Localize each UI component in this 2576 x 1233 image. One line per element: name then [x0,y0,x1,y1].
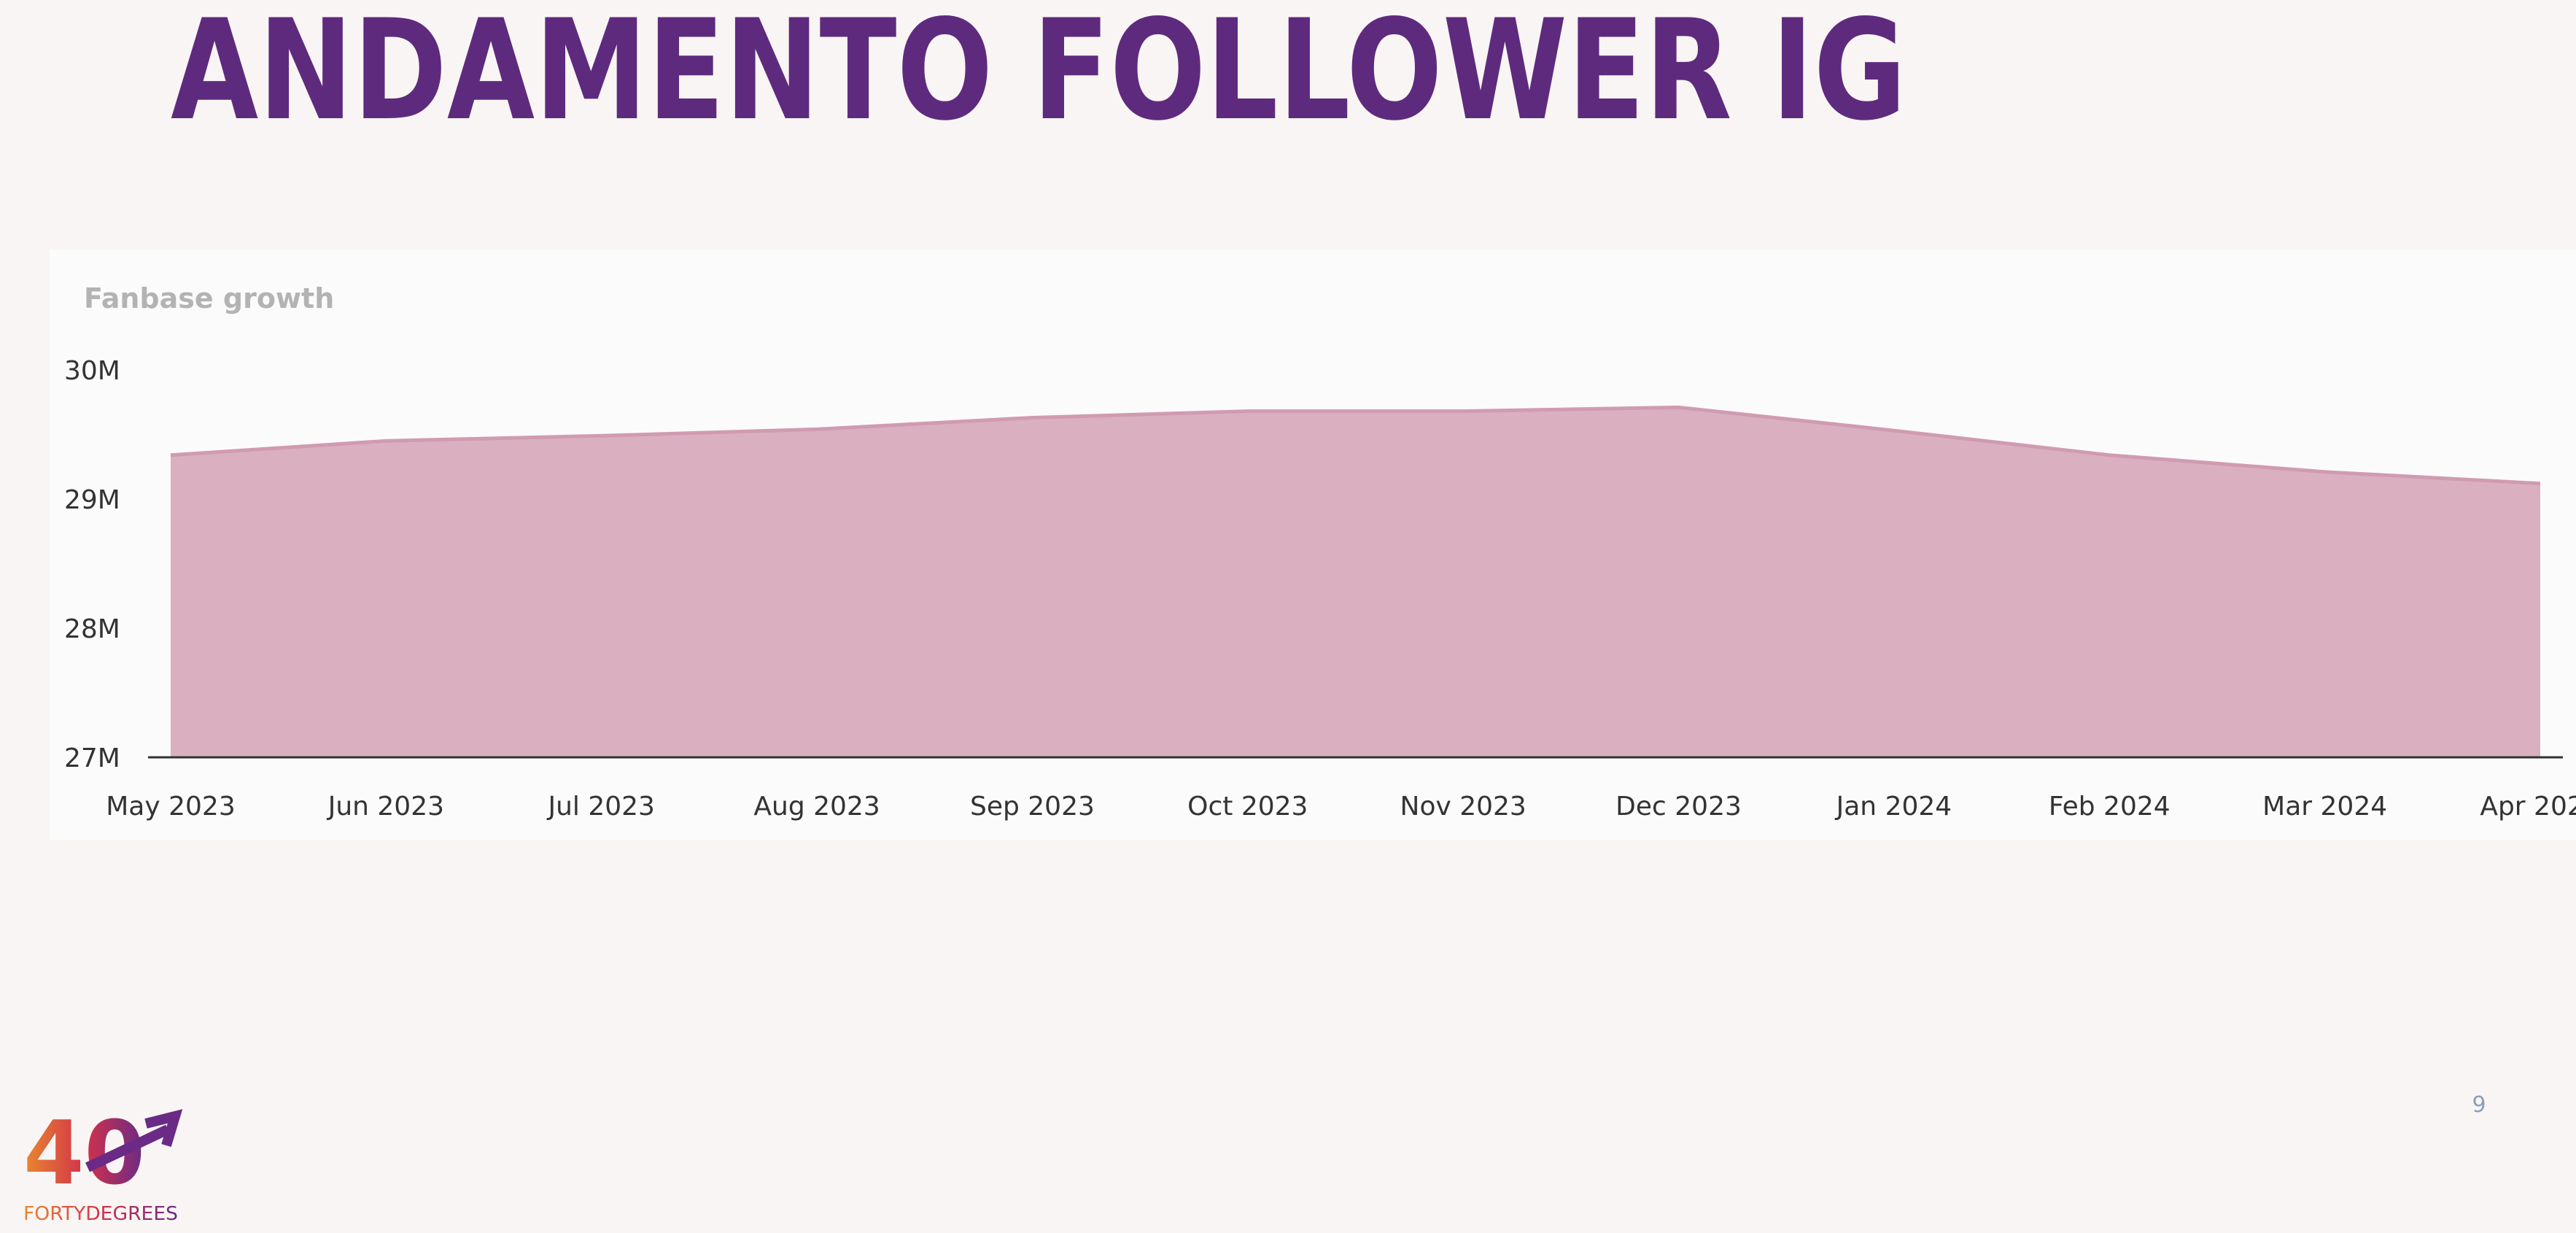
logo: 40 FORTYDEGREES [23,1103,183,1225]
x-tick-label: Apr 2024 [2480,792,2576,822]
x-tick-label: May 2023 [106,792,236,822]
x-tick-label: Mar 2024 [2262,792,2387,822]
y-tick-label: 30M [64,356,120,386]
x-tick-label: Aug 2023 [753,792,880,822]
x-tick-label: Sep 2023 [970,792,1095,822]
x-tick-label: Dec 2023 [1615,792,1742,822]
y-tick-label: 29M [64,485,120,515]
logo-name: FORTYDEGREES [23,1203,178,1225]
logo-arrow [85,1109,183,1172]
area-line [170,405,2541,486]
plot: 27M 28M 29M 30M May 2023 Jun 2023 Jul 2023 Aug … [64,356,2576,822]
area [171,407,2540,757]
y-tick-label: 28M [64,614,120,644]
x-tick-label: Nov 2023 [1400,792,1526,822]
slide-title: ANDAMENTO FOLLOWER IG [171,0,1906,151]
chart-title: Fanbase growth [84,282,334,314]
x-tick-label: Jul 2023 [546,792,655,822]
x-tick-label: Feb 2024 [2049,792,2170,822]
page-number: 9 [2472,1092,2486,1118]
y-tick-label: 27M [64,743,120,773]
x-tick-label: Jan 2024 [1835,792,1952,822]
x-tick-label: Jun 2023 [327,792,444,822]
x-tick-label: Oct 2023 [1187,792,1308,822]
